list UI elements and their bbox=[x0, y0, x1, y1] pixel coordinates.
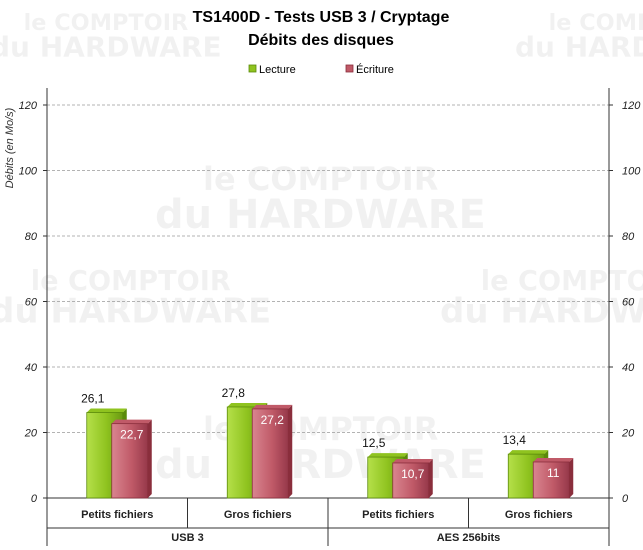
bar-top bbox=[508, 450, 549, 455]
bar-ecriture bbox=[392, 458, 433, 499]
category-label: Petits fichiers bbox=[362, 509, 434, 521]
watermark-line2: du HARDWARE bbox=[0, 291, 271, 331]
y-tick-label-right: 20 bbox=[621, 428, 635, 440]
bar-ecriture bbox=[532, 457, 574, 499]
y-tick-label-left: 60 bbox=[25, 297, 38, 309]
category-label: Gros fichiers bbox=[224, 509, 292, 521]
y-tick-label-right: 60 bbox=[622, 297, 635, 309]
value-label-lecture: 13,4 bbox=[503, 433, 527, 447]
watermark-line2: du HARDWARE bbox=[155, 192, 486, 238]
bar-front bbox=[392, 462, 430, 499]
gridlines: 0 0 20 20 40 40 60 60 80 80 100 100 120 120 bbox=[19, 100, 642, 505]
bar-top bbox=[392, 458, 433, 463]
y-tick-label-right: 0 bbox=[622, 493, 629, 505]
bar-side bbox=[569, 457, 574, 498]
legend-swatch-lecture bbox=[248, 64, 257, 73]
group-label: AES 256bits bbox=[437, 532, 501, 544]
watermark-line1: le COMPTOIR bbox=[203, 160, 438, 198]
y-tick-label-right: 80 bbox=[622, 231, 635, 243]
bar-side bbox=[428, 458, 433, 498]
chart-title: TS1400D - Tests USB 3 / Cryptage bbox=[193, 9, 450, 26]
value-label-ecriture: 10,7 bbox=[401, 467, 425, 481]
bar-ecriture bbox=[111, 419, 152, 499]
value-label-ecriture: 11 bbox=[547, 466, 560, 480]
bar-top bbox=[367, 453, 408, 458]
watermark-line2: du HARDWARE bbox=[0, 31, 222, 64]
value-label-lecture: 12,5 bbox=[362, 436, 386, 450]
value-labels: 26,1 22,7 27,8 27,2 12,5 10,7 13,4 11 bbox=[81, 386, 560, 481]
bar-top bbox=[252, 404, 293, 409]
watermark-line2: du HARDWARE bbox=[515, 31, 643, 64]
bar-top bbox=[111, 419, 152, 424]
legend-label-lecture: Lecture bbox=[259, 64, 296, 76]
watermark-line1: le COMPTOIR bbox=[31, 266, 231, 297]
bar-side bbox=[288, 404, 293, 498]
group-label: USB 3 bbox=[171, 532, 203, 544]
y-tick-label-left: 100 bbox=[19, 166, 38, 178]
chart-subtitle: Débits des disques bbox=[248, 32, 394, 49]
y-tick-label-left: 40 bbox=[25, 362, 38, 374]
watermark-line2: du HARDWARE bbox=[440, 291, 643, 331]
value-label-lecture: 26,1 bbox=[81, 392, 105, 406]
value-label-ecriture: 27,2 bbox=[261, 413, 285, 427]
legend-swatch-ecriture bbox=[345, 64, 354, 73]
y-tick-label-left: 0 bbox=[31, 493, 38, 505]
bar-top bbox=[533, 457, 574, 462]
category-label: Gros fichiers bbox=[505, 509, 573, 521]
bar-front bbox=[251, 408, 289, 499]
bar-ecriture bbox=[251, 404, 293, 499]
y-tick-label-right: 100 bbox=[622, 166, 641, 178]
value-label-lecture: 27,8 bbox=[222, 386, 246, 400]
watermark-line1: le COMPTOIR bbox=[24, 10, 189, 36]
y-tick-label-right: 120 bbox=[622, 100, 641, 112]
value-label-ecriture: 22,7 bbox=[120, 428, 144, 442]
category-axis: Petits fichiers Gros fichiers Petits fichi… bbox=[81, 498, 573, 546]
y-tick-label-left: 120 bbox=[19, 100, 38, 112]
bar-front bbox=[532, 461, 570, 499]
y-tick-label-left: 80 bbox=[25, 231, 38, 243]
bar-top bbox=[86, 408, 127, 413]
bar-front bbox=[111, 423, 149, 499]
category-label: Petits fichiers bbox=[81, 509, 153, 521]
bar-side bbox=[147, 419, 152, 498]
watermark-line1: le COMPTOIR bbox=[549, 10, 643, 36]
bars bbox=[86, 402, 574, 499]
watermark-line2: du HARDWARE bbox=[155, 442, 486, 488]
y-axis-label: Débits (en Mo/s) bbox=[4, 107, 16, 188]
watermark-line1: le COMPTOIR bbox=[481, 266, 643, 297]
y-tick-label-right: 40 bbox=[622, 362, 635, 374]
legend: Lecture Écriture bbox=[248, 63, 394, 76]
legend-label-ecriture: Écriture bbox=[356, 63, 394, 76]
y-tick-label-left: 20 bbox=[24, 428, 38, 440]
